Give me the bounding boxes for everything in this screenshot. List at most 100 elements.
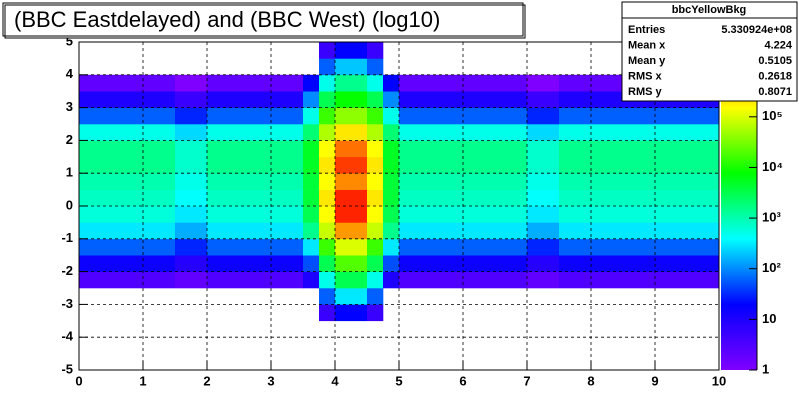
cell [319,271,336,289]
cell [335,74,352,92]
cell [655,238,688,256]
cell [591,271,624,289]
cell [319,206,336,223]
cell [239,206,272,223]
cell [431,222,464,240]
cell [351,189,368,207]
cell [303,140,320,158]
cell [527,140,560,158]
y-tick-label: -5 [61,361,73,376]
cell [463,222,496,240]
z-tick-label: 10³ [762,210,781,225]
cell [207,74,240,92]
stats-label: RMS y [628,86,663,98]
cells [79,42,720,322]
cell [463,91,496,108]
cell [319,173,336,190]
cell [463,255,496,272]
cell [175,271,208,289]
cell [319,74,336,92]
cell [431,124,464,141]
cell [495,206,528,223]
cell [239,222,272,240]
cell [431,107,464,125]
cell [591,124,624,141]
cell [335,189,352,207]
cell [175,189,208,207]
cell [431,189,464,207]
cell [175,206,208,223]
cell [351,271,368,289]
y-tick-label: 0 [66,197,73,212]
cell [495,271,528,289]
cell [463,189,496,207]
cell [687,271,720,289]
cell [79,222,112,240]
x-tick-label: 2 [203,373,210,388]
cell [319,91,336,108]
cell [367,140,384,158]
cell [495,107,528,125]
cell [271,222,304,240]
cell [623,271,656,289]
cell [431,74,464,92]
cell [591,206,624,223]
cell [351,156,368,174]
cell [687,156,720,174]
cell [655,140,688,158]
cell [495,74,528,92]
cell [239,156,272,174]
cell [239,238,272,256]
cell [271,271,304,289]
cell [239,173,272,190]
cell [623,238,656,256]
cell [335,206,352,223]
stats-value: 0.2618 [758,70,792,82]
cell [367,42,384,59]
cell [79,173,112,190]
cell [367,107,384,125]
cell [143,238,176,256]
cell [495,255,528,272]
cell [383,107,400,125]
cell [431,173,464,190]
cell [351,255,368,272]
cell [175,173,208,190]
cell [623,206,656,223]
cell [303,222,320,240]
cell [591,173,624,190]
x-tick-label: 10 [712,373,726,388]
y-tick-label: -4 [61,329,73,344]
cell [175,255,208,272]
y-tick-label: 5 [66,33,73,48]
cell [351,206,368,223]
cell [111,255,144,272]
cell [175,74,208,92]
cell [687,173,720,190]
cell [175,107,208,125]
cell [335,173,352,190]
cell [271,140,304,158]
stats-value: 0.8071 [758,86,792,98]
cell [559,140,592,158]
cell [655,189,688,207]
cell [591,107,624,125]
cell [143,156,176,174]
title-box-border [2,2,524,37]
cell [431,206,464,223]
cell [383,140,400,158]
cell [527,173,560,190]
cell [351,91,368,108]
cell [351,107,368,125]
cell [303,124,320,141]
cell [79,271,112,289]
cell [623,222,656,240]
cell [239,255,272,272]
cell [431,156,464,174]
cell [239,271,272,289]
x-tick-label: 8 [587,373,594,388]
cell [463,74,496,92]
cell [399,206,432,223]
cell [319,304,336,322]
z-tick-label: 10² [762,260,781,275]
